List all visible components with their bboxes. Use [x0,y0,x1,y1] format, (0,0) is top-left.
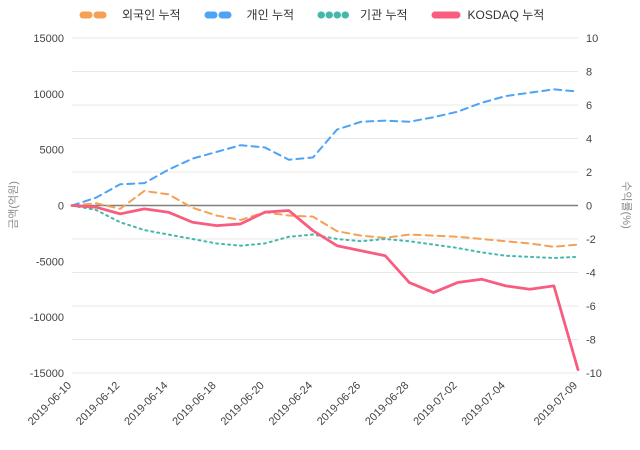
legend-label: KOSDAQ 누적 [467,8,545,22]
legend-item-institution[interactable]: 기관 누적 [316,6,408,23]
right-axis-tick-label: -2 [586,234,596,246]
x-axis-tick-label: 2019-06-24 [267,380,315,428]
right-axis-tick-label: 2 [586,167,592,179]
legend-item-foreign[interactable]: 외국인 누적 [78,6,181,23]
x-axis-tick-label: 2019-06-18 [170,380,218,428]
right-axis-tick-label: 4 [586,134,592,146]
right-axis-tick-label: -6 [586,301,596,313]
left-axis-tick-label: 10000 [33,89,64,101]
legend-item-kosdaq[interactable]: KOSDAQ 누적 [430,6,545,23]
x-axis-tick-label: 2019-06-12 [74,380,122,428]
right-axis-tick-label: 8 [586,67,592,79]
right-axis-tick-label: 10 [586,33,598,45]
chart-legend: 외국인 누적 개인 누적 기관 누적 KOSDAQ 누적 [78,6,544,23]
x-axis-tick-label: 2019-06-28 [363,380,411,428]
solid-line-swatch-icon [431,11,461,18]
dotted-line-swatch-icon [317,11,353,18]
x-axis-tick-label: 2019-06-10 [26,380,74,428]
left-axis-tick-label: 5000 [40,145,64,157]
right-axis-tick-label: 6 [586,100,592,112]
x-axis-tick-label: 2019-07-09 [532,380,580,428]
legend-label: 외국인 누적 [122,8,181,22]
left-axis-tick-label: 0 [58,201,64,213]
legend-item-individual[interactable]: 개인 누적 [203,6,295,23]
left-axis-tick-label: -10000 [30,312,64,324]
right-axis-tick-label: -10 [586,368,602,380]
right-axis-tick-label: -8 [586,335,596,347]
legend-label: 기관 누적 [360,8,408,22]
dashed-line-swatch-icon [204,11,240,18]
right-axis-tick-label: 0 [586,201,592,213]
left-axis-tick-label: -15000 [30,368,64,380]
series-line-kosdaq [70,204,580,372]
x-axis-tick-label: 2019-06-20 [219,380,267,428]
left-axis-tick-label: 15000 [33,33,64,45]
x-axis-tick-label: 2019-06-14 [122,380,170,428]
series-line-foreign [71,189,579,248]
left-axis-tick-label: -5000 [36,256,64,268]
dashed-line-swatch-icon [79,11,115,18]
legend-label: 개인 누적 [246,8,295,22]
x-axis-tick-label: 2019-06-26 [315,380,363,428]
right-axis-tick-label: -4 [586,268,596,280]
series-line-institution [71,204,579,259]
series-line-individual [71,88,579,207]
x-axis-tick-label: 2019-07-02 [411,380,459,428]
x-axis-tick-label: 2019-07-04 [460,380,508,428]
